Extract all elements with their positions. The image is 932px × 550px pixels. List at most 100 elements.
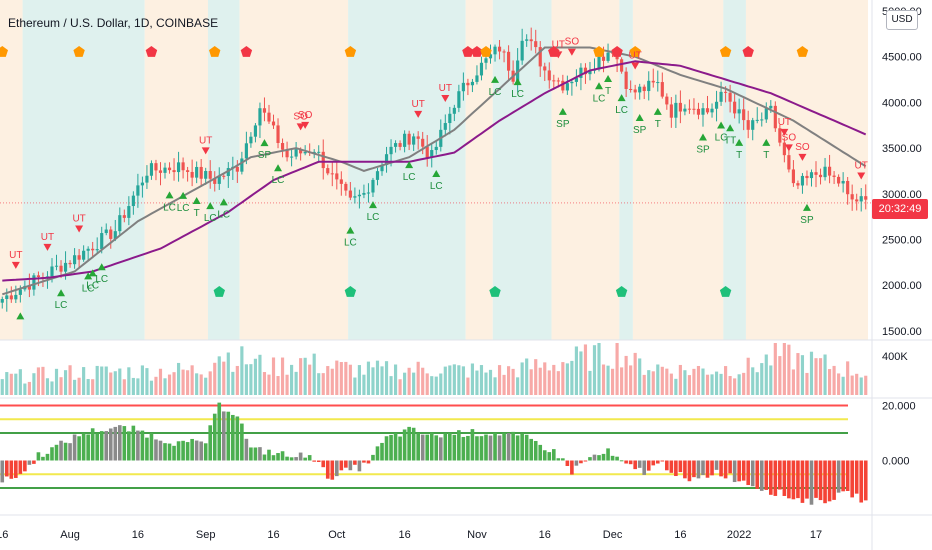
oscillator-bar xyxy=(859,460,864,503)
oscillator-bar xyxy=(371,454,375,461)
candle-body xyxy=(850,194,854,200)
oscillator-bar xyxy=(339,460,344,471)
volume-bar xyxy=(380,366,384,395)
oscillator-bar xyxy=(755,460,760,489)
time-tick-label: Aug xyxy=(60,529,80,541)
buy-signal-label: LC xyxy=(177,203,190,214)
volume-bar xyxy=(823,354,827,395)
volume-bar xyxy=(63,370,68,395)
oscillator-bar xyxy=(597,455,601,461)
oscillator-bar xyxy=(194,440,199,461)
candle-body xyxy=(403,133,407,147)
oscillator-bar xyxy=(719,460,723,477)
candle-body xyxy=(131,195,135,207)
candle-body xyxy=(724,91,728,93)
oscillator-bar xyxy=(448,432,452,461)
candle-body xyxy=(213,178,217,184)
oscillator-bar xyxy=(615,456,619,461)
volume-bar xyxy=(235,365,239,395)
oscillator-bar xyxy=(72,434,77,461)
volume-bar xyxy=(231,371,235,395)
candle-body xyxy=(262,108,267,113)
volume-bar xyxy=(113,371,117,395)
candle-body xyxy=(538,47,542,67)
volume-bar xyxy=(176,362,181,395)
candle-body xyxy=(764,108,768,120)
candle-body xyxy=(719,91,723,102)
candle-body xyxy=(344,183,348,191)
volume-bar xyxy=(412,372,416,395)
candle-body xyxy=(475,75,479,82)
candle-body xyxy=(859,196,863,202)
volume-bar xyxy=(393,364,398,395)
oscillator-bar xyxy=(701,460,705,476)
volume-bar xyxy=(190,365,194,395)
volume-bar xyxy=(452,364,456,395)
volume-bar xyxy=(778,356,782,395)
candle-body xyxy=(705,108,710,113)
oscillator-bar xyxy=(90,428,95,461)
oscillator-bar xyxy=(321,460,326,468)
candle-body xyxy=(195,166,199,178)
buy-signal-arrow xyxy=(97,263,106,271)
candle-body xyxy=(73,255,77,265)
oscillator-bar xyxy=(687,460,692,482)
oscillator-bar xyxy=(54,444,59,461)
sell-signal-label: UT xyxy=(72,213,85,224)
pentagon-marker xyxy=(742,46,754,57)
oscillator-bar xyxy=(574,460,579,466)
oscillator-bar xyxy=(104,431,109,461)
oscillator-bar xyxy=(108,428,113,461)
time-tick-label: 16 xyxy=(132,529,144,541)
volume-bar xyxy=(782,343,786,395)
volume-bar xyxy=(118,368,122,395)
volume-bar xyxy=(552,364,556,395)
oscillator-bar xyxy=(86,434,90,461)
oscillator-bar xyxy=(570,460,574,475)
oscillator-bar xyxy=(366,460,371,464)
volume-bar xyxy=(814,358,818,395)
oscillator-tick-label: 20.000 xyxy=(882,401,916,413)
oscillator-bar xyxy=(59,440,63,461)
currency-button[interactable]: USD xyxy=(886,10,918,30)
volume-bar xyxy=(701,368,705,395)
candle-body xyxy=(507,51,511,71)
oscillator-bar xyxy=(782,460,787,496)
buy-signal-arrow xyxy=(84,272,93,280)
volume-bar xyxy=(773,343,777,395)
oscillator-bar xyxy=(588,457,592,461)
candle-body xyxy=(601,56,606,61)
candle-body xyxy=(380,165,384,172)
volume-bar xyxy=(217,356,221,395)
buy-signal-arrow xyxy=(558,107,567,115)
oscillator-bar xyxy=(764,460,769,490)
buy-signal-arrow xyxy=(653,107,662,115)
price-tick-label: 1500.00 xyxy=(882,326,922,338)
buy-signal-arrow xyxy=(762,138,771,146)
volume-bar xyxy=(724,366,728,395)
oscillator-bar xyxy=(565,460,570,467)
volume-bar xyxy=(9,373,13,395)
oscillator-bar xyxy=(759,460,764,491)
oscillator-bar xyxy=(344,460,348,468)
candle-body xyxy=(267,112,271,122)
oscillator-bar xyxy=(863,460,868,501)
volume-bar xyxy=(398,379,402,395)
volume-bar xyxy=(104,366,108,395)
oscillator-bar xyxy=(660,460,665,462)
volume-bar xyxy=(565,363,569,395)
volume-bar xyxy=(443,366,447,395)
volume-bar xyxy=(163,378,167,395)
candle-body xyxy=(746,120,750,130)
volume-bar xyxy=(647,370,651,395)
pentagon-marker xyxy=(344,46,357,57)
oscillator-bar xyxy=(27,460,32,465)
volume-bar xyxy=(213,362,217,395)
oscillator-bar xyxy=(41,456,45,461)
oscillator-bar xyxy=(77,436,81,461)
candle-body xyxy=(190,171,194,178)
oscillator-bar xyxy=(298,452,303,461)
candle-body xyxy=(710,108,714,113)
